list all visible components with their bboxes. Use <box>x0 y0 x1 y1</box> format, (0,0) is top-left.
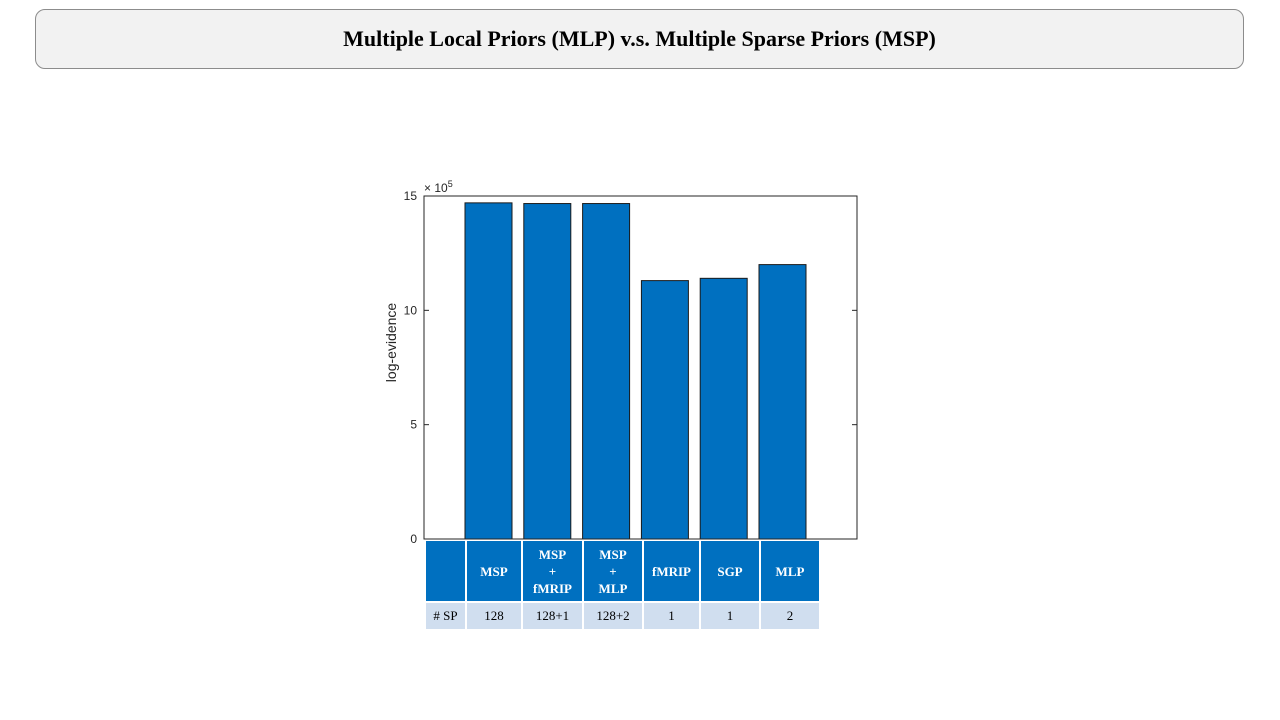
bars-layer <box>464 202 807 540</box>
bar-chart: 0 5 10 15 × 105 log-evidence <box>383 179 858 546</box>
table-cell-6: 2 <box>761 603 819 629</box>
y-tick-label-0: 0 <box>410 532 417 546</box>
table-header-line: MSP <box>480 563 508 579</box>
table-body-row: # SP 128 128+1 128+2 1 1 2 <box>426 603 819 629</box>
axes-box <box>423 195 858 540</box>
table-header-row: MSP MSP + fMRIP MSP + MLP fMRIP SGP MLP <box>426 541 819 603</box>
table-header-line: MSP <box>599 546 627 562</box>
table-cell-4: 1 <box>644 603 699 629</box>
bar-1 <box>523 203 572 540</box>
table-cell-2: 128+1 <box>523 603 582 629</box>
table-cell-1: 128 <box>467 603 521 629</box>
ticks-layer: 0 5 10 15 <box>404 189 857 546</box>
table-header-line: MLP <box>598 580 628 596</box>
table-cell-0: # SP <box>426 603 465 629</box>
y-axis-label: log-evidence <box>383 303 399 383</box>
table-header-cell-6: MLP <box>761 541 819 603</box>
chart-title: Multiple Local Priors (MLP) v.s. Multipl… <box>343 26 936 51</box>
y-tick-label-2: 10 <box>404 303 418 317</box>
y-tick-label-3: 15 <box>404 189 418 203</box>
table-header-line: + <box>548 563 557 579</box>
y-exponent-power: 5 <box>448 179 453 189</box>
table-header-line: fMRIP <box>652 563 691 579</box>
table-header-line: MLP <box>775 563 805 579</box>
table-header-cell-3: MSP + MLP <box>584 541 642 603</box>
table-header-cell-1: MSP <box>467 541 521 603</box>
table-header-cell-4: fMRIP <box>644 541 699 603</box>
table-header-line: fMRIP <box>533 580 572 596</box>
bar-5 <box>758 264 807 540</box>
title-banner: Multiple Local Priors (MLP) v.s. Multipl… <box>35 9 1244 69</box>
table-cell-3: 128+2 <box>584 603 642 629</box>
table-header-line: + <box>609 563 617 579</box>
y-tick-label-1: 5 <box>410 418 417 432</box>
table-header-line: SGP <box>717 563 743 579</box>
y-exponent-label: × 105 <box>424 179 453 195</box>
bar-4 <box>699 277 748 540</box>
table-cell-5: 1 <box>701 603 759 629</box>
table-header-line: MSP <box>538 546 567 562</box>
sp-table: MSP MSP + fMRIP MSP + MLP fMRIP SGP MLP # SP 128 12… <box>424 541 821 629</box>
bar-0 <box>464 202 513 540</box>
table-header-cell-2: MSP + fMRIP <box>523 541 582 603</box>
table-header-cell-5: SGP <box>701 541 759 603</box>
bar-2 <box>582 203 631 540</box>
table-header-cell-0 <box>426 541 465 603</box>
bar-3 <box>640 280 689 540</box>
